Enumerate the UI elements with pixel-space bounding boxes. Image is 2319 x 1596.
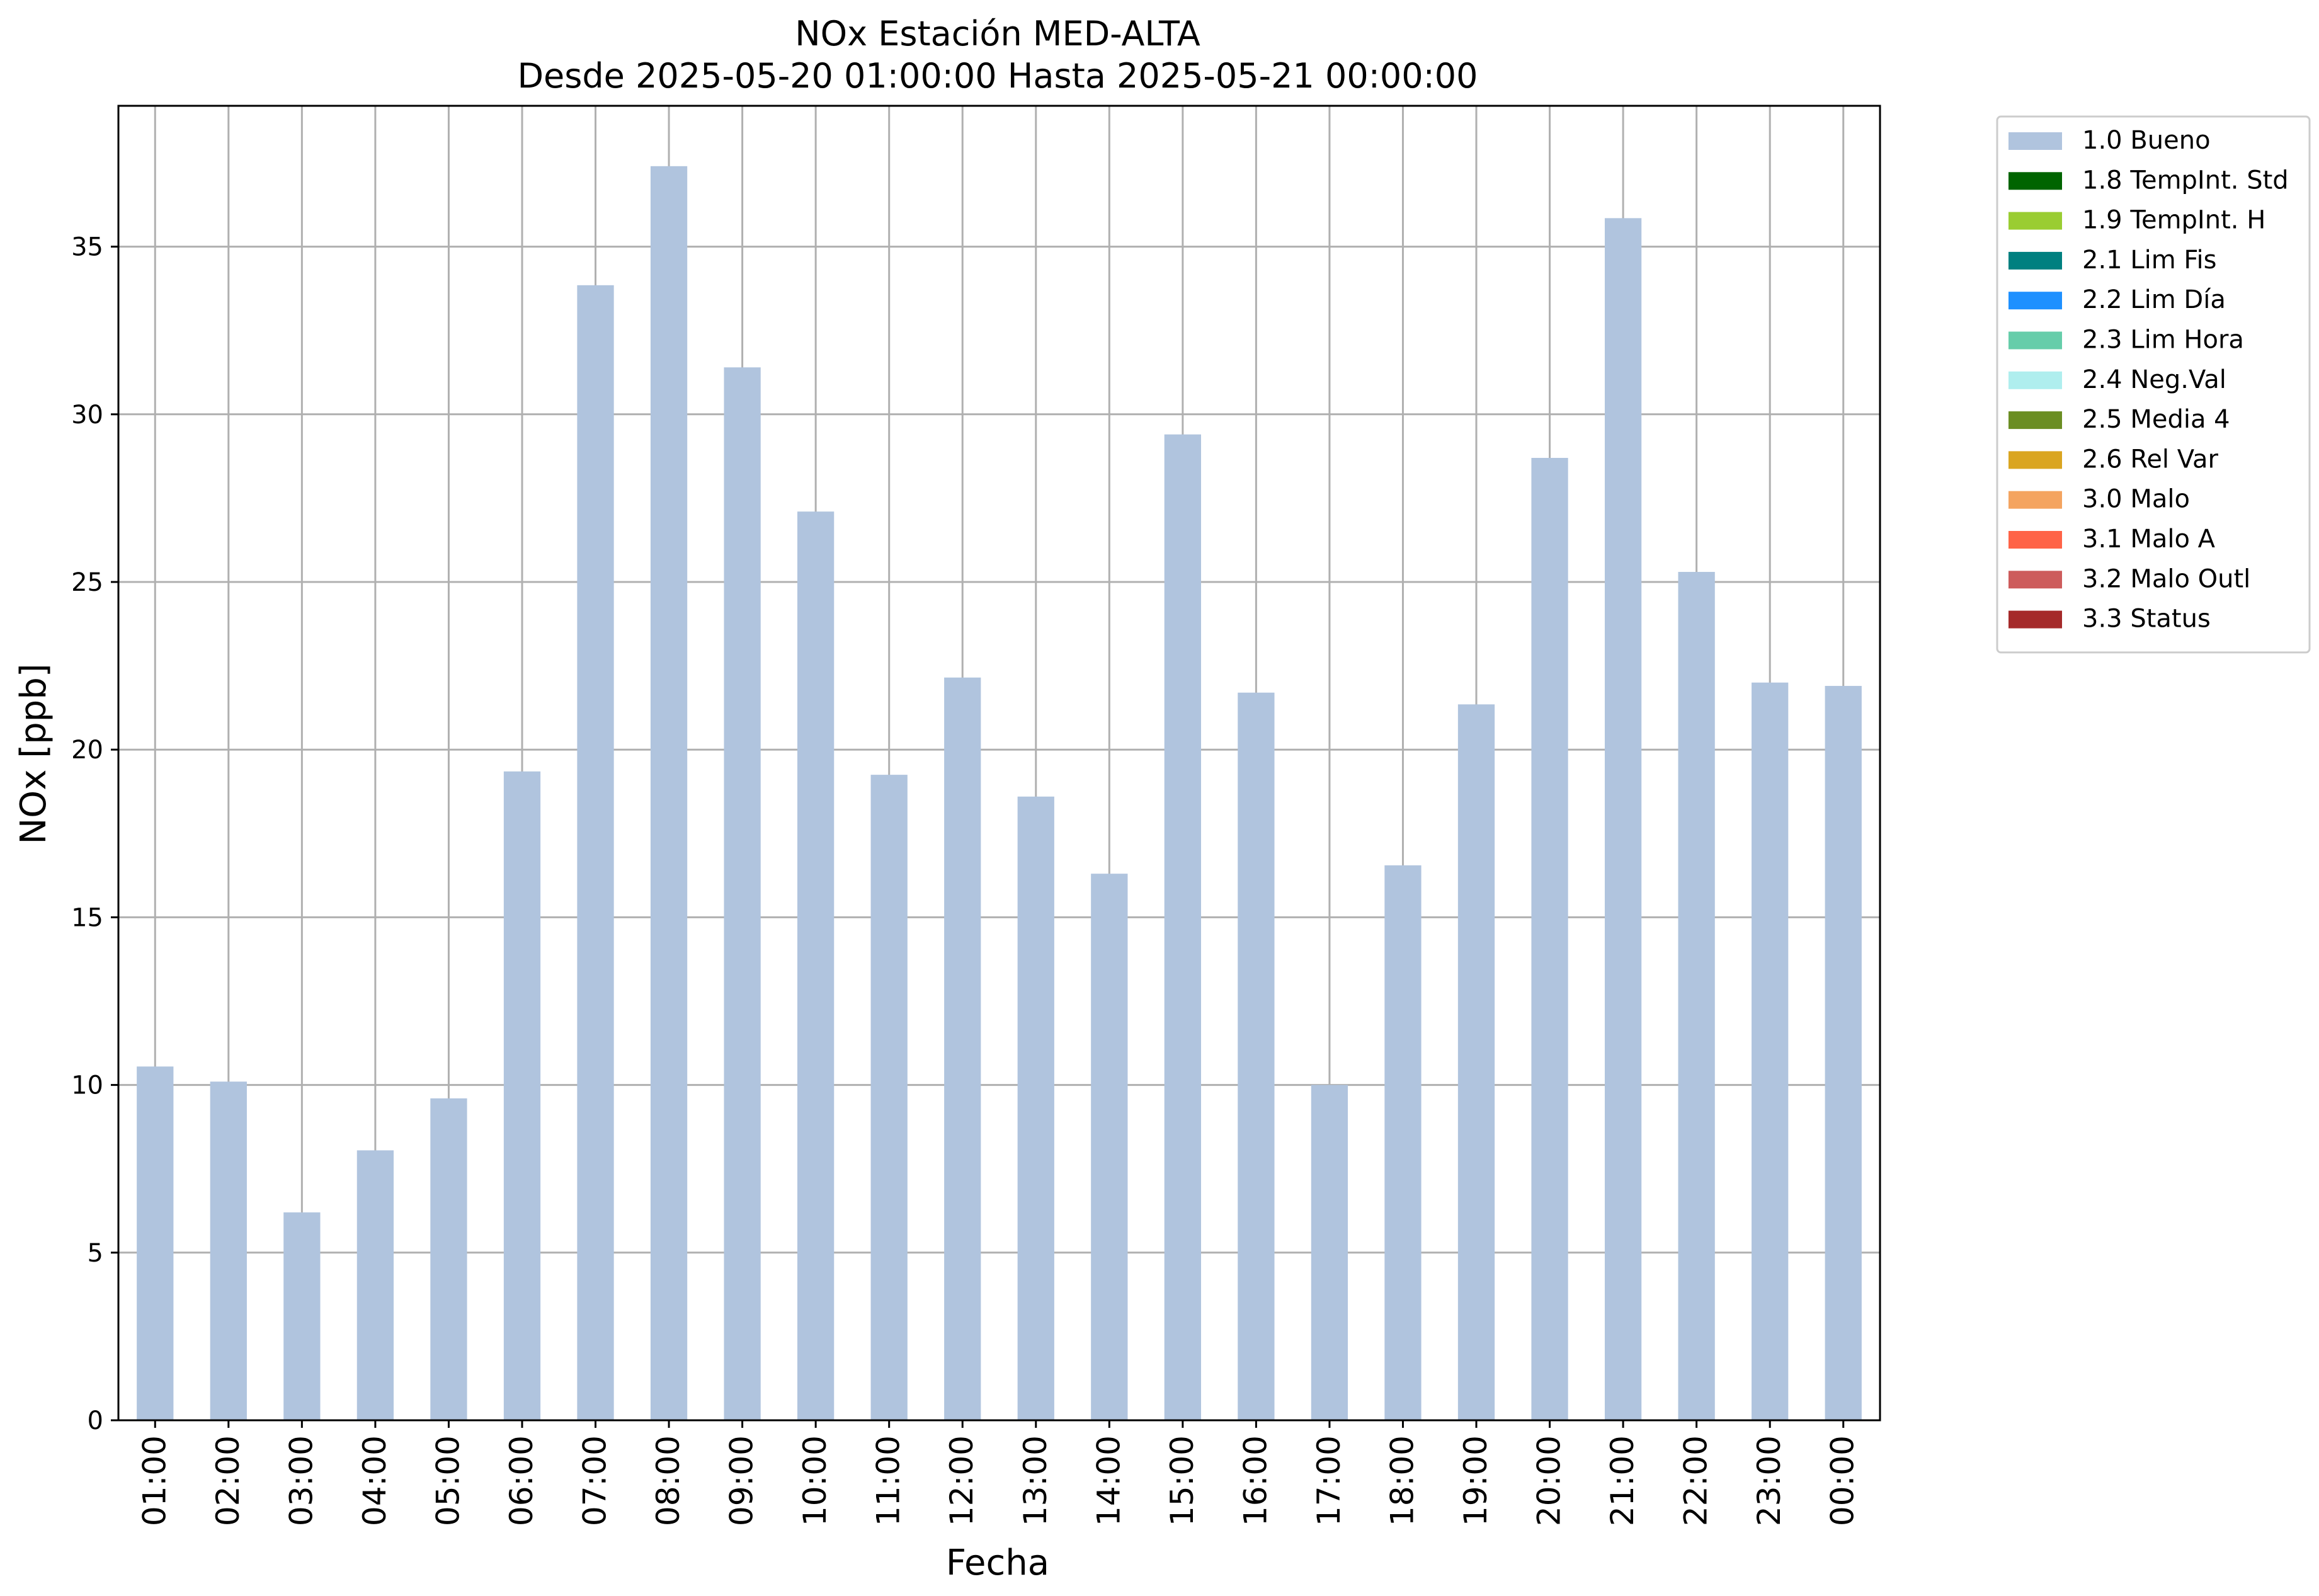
bar bbox=[1017, 796, 1054, 1420]
axes: 0 5 10 15 20 25 30 35 01:00 02:00 03:00 04:00 05:00 0… bbox=[71, 105, 1881, 1526]
x-tick-label: 11:00 bbox=[870, 1435, 907, 1526]
x-tick-label: 12:00 bbox=[943, 1435, 980, 1526]
x-tick-label: 01:00 bbox=[136, 1435, 173, 1526]
legend-label: 3.0 Malo bbox=[2082, 485, 2190, 514]
x-tick-label: 00:00 bbox=[1825, 1435, 1861, 1526]
legend-swatch bbox=[2008, 292, 2062, 310]
x-tick-label: 14:00 bbox=[1090, 1435, 1127, 1526]
y-tick-label: 10 bbox=[71, 1071, 103, 1100]
x-tick-label: 06:00 bbox=[503, 1435, 540, 1526]
x-tick-label: 17:00 bbox=[1311, 1435, 1347, 1526]
legend-label: 2.2 Lim Día bbox=[2082, 285, 2226, 314]
x-tick-label: 03:00 bbox=[283, 1435, 319, 1526]
legend: 1.0 Bueno 1.8 TempInt. Std 1.9 TempInt. H 2… bbox=[1996, 115, 2311, 654]
legend-label: 2.3 Lim Hora bbox=[2082, 326, 2244, 355]
bar bbox=[577, 285, 614, 1421]
y-axis-label: NOx [ppb] bbox=[13, 663, 54, 844]
x-axis-label: Fecha bbox=[946, 1542, 1049, 1583]
bar bbox=[870, 775, 908, 1420]
bar bbox=[1752, 682, 1789, 1420]
bar bbox=[1678, 572, 1715, 1420]
x-tick-label: 23:00 bbox=[1751, 1435, 1787, 1526]
x-tick-label: 18:00 bbox=[1384, 1435, 1420, 1526]
bar bbox=[650, 166, 688, 1420]
bar bbox=[1825, 686, 1862, 1420]
plot-frame bbox=[117, 105, 1881, 1422]
legend-swatch bbox=[2008, 610, 2062, 629]
bar bbox=[430, 1098, 467, 1420]
x-tick-label: 04:00 bbox=[356, 1435, 393, 1526]
x-tick-label: 20:00 bbox=[1531, 1435, 1568, 1526]
legend-swatch bbox=[2008, 132, 2062, 150]
bar bbox=[1164, 434, 1201, 1420]
legend-swatch bbox=[2008, 371, 2062, 389]
legend-box bbox=[1996, 115, 2311, 654]
legend-swatch bbox=[2008, 491, 2062, 509]
bar bbox=[724, 367, 761, 1420]
legend-swatch bbox=[2008, 212, 2062, 230]
y-tick-label: 35 bbox=[71, 233, 103, 262]
x-tick-label: 13:00 bbox=[1017, 1435, 1054, 1526]
legend-label: 1.9 TempInt. H bbox=[2082, 206, 2265, 235]
legend-label: 3.1 Malo A bbox=[2082, 525, 2216, 554]
legend-swatch bbox=[2008, 411, 2062, 430]
x-tick-label: 08:00 bbox=[650, 1435, 687, 1526]
x-tick-label: 15:00 bbox=[1164, 1435, 1200, 1526]
bar bbox=[283, 1212, 321, 1420]
x-tick-label: 19:00 bbox=[1457, 1435, 1494, 1526]
bar bbox=[137, 1066, 174, 1420]
bar bbox=[1457, 704, 1495, 1420]
y-tick-label: 30 bbox=[71, 401, 103, 430]
x-tick-label: 10:00 bbox=[797, 1435, 833, 1526]
bar bbox=[503, 771, 541, 1420]
legend-label: 3.2 Malo Outl bbox=[2082, 564, 2250, 593]
chart-title-line1: NOx Estación MED-ALTA bbox=[795, 14, 1200, 54]
legend-swatch bbox=[2008, 571, 2062, 589]
y-tick-label: 0 bbox=[88, 1406, 103, 1435]
legend-label: 2.6 Rel Var bbox=[2082, 445, 2219, 474]
legend-label: 2.5 Media 4 bbox=[2082, 405, 2230, 434]
y-tick-label: 5 bbox=[88, 1239, 103, 1268]
x-tick-label: 16:00 bbox=[1237, 1435, 1273, 1526]
bar bbox=[356, 1150, 394, 1420]
legend-label: 1.0 Bueno bbox=[2082, 126, 2211, 155]
bar bbox=[1091, 874, 1128, 1420]
legend-swatch bbox=[2008, 331, 2062, 350]
legend-label: 1.8 TempInt. Std bbox=[2082, 166, 2289, 195]
chart-title-line2: Desde 2025-05-20 01:00:00 Hasta 2025-05-… bbox=[517, 56, 1478, 96]
y-tick-label: 20 bbox=[71, 736, 103, 765]
bar bbox=[1604, 218, 1642, 1421]
legend-swatch bbox=[2008, 251, 2062, 270]
bar bbox=[797, 511, 835, 1420]
legend-swatch bbox=[2008, 451, 2062, 469]
bar bbox=[1384, 865, 1422, 1420]
y-tick-label: 15 bbox=[71, 903, 103, 932]
x-tick-label: 22:00 bbox=[1678, 1435, 1714, 1526]
x-tick-label: 07:00 bbox=[577, 1435, 613, 1526]
legend-label: 2.4 Neg.Val bbox=[2082, 365, 2226, 394]
x-tick-label: 09:00 bbox=[724, 1435, 760, 1526]
x-tick-label: 05:00 bbox=[430, 1435, 466, 1526]
bar bbox=[210, 1081, 247, 1420]
bar bbox=[1531, 458, 1568, 1421]
legend-label: 2.1 Lim Fis bbox=[2082, 246, 2216, 275]
bar bbox=[1238, 692, 1275, 1420]
bar bbox=[944, 677, 981, 1420]
y-tick-label: 25 bbox=[71, 568, 103, 597]
legend-swatch bbox=[2008, 531, 2062, 549]
x-tick-label: 21:00 bbox=[1604, 1435, 1641, 1526]
legend-label: 3.3 Status bbox=[2082, 605, 2211, 634]
bar bbox=[1311, 1085, 1348, 1420]
legend-swatch bbox=[2008, 172, 2062, 190]
x-tick-label: 02:00 bbox=[210, 1435, 246, 1526]
bars bbox=[137, 166, 1862, 1421]
